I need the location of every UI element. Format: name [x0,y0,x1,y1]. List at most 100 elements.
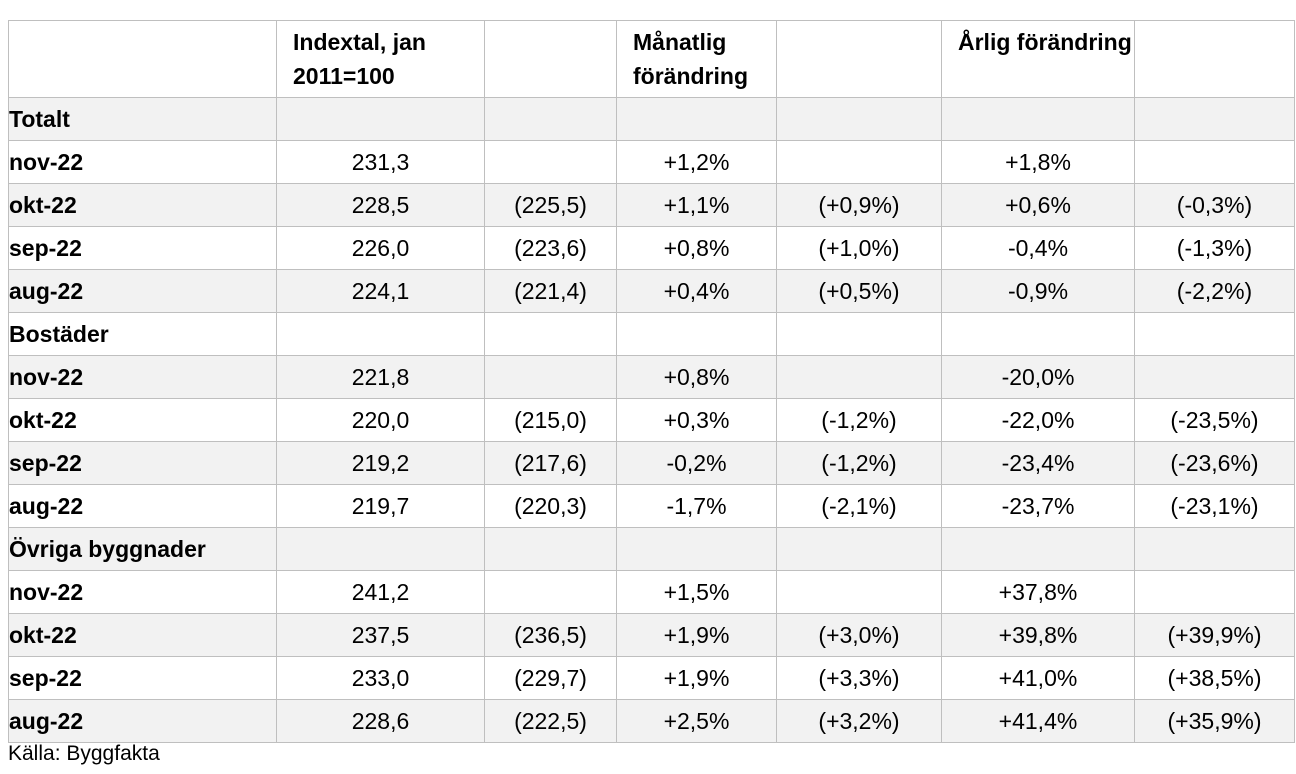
index-prev-cell: (217,6) [484,441,617,485]
period-cell: okt-22 [8,183,277,227]
monthly-prev-cell: (-1,2%) [776,398,942,442]
empty-cell [484,97,617,141]
monthly-prev-cell: (+3,2%) [776,699,942,743]
period-cell: nov-22 [8,570,277,614]
yearly-cell: +41,4% [941,699,1135,743]
yearly-cell: -23,7% [941,484,1135,528]
index-prev-cell [484,570,617,614]
monthly-prev-cell: (+3,0%) [776,613,942,657]
index-prev-cell: (223,6) [484,226,617,270]
table-row: nov-22 231,3 +1,2% +1,8% [8,140,1295,184]
yearly-prev-cell: (+38,5%) [1134,656,1295,700]
section-row: Totalt [8,97,1295,141]
empty-cell [941,312,1135,356]
index-cell: 220,0 [276,398,485,442]
empty-cell [1134,527,1295,571]
empty-cell [776,312,942,356]
yearly-prev-cell [1134,355,1295,399]
period-cell: aug-22 [8,484,277,528]
yearly-prev-cell: (-23,5%) [1134,398,1295,442]
table-row: nov-22 241,2 +1,5% +37,8% [8,570,1295,614]
yearly-prev-cell [1134,140,1295,184]
empty-cell [484,527,617,571]
index-table: Indextal, jan 2011=100 Månatlig förändri… [8,20,1295,743]
monthly-cell: +1,9% [616,613,777,657]
empty-cell [941,97,1135,141]
empty-cell [941,527,1135,571]
yearly-prev-cell: (+35,9%) [1134,699,1295,743]
period-cell: okt-22 [8,613,277,657]
monthly-prev-cell: (-1,2%) [776,441,942,485]
yearly-prev-cell: (+39,9%) [1134,613,1295,657]
table-row: aug-22 224,1 (221,4) +0,4% (+0,5%) -0,9% (-2,2… [8,269,1295,313]
header-cell-yearly-prev [1134,20,1295,98]
monthly-prev-cell: (+3,3%) [776,656,942,700]
table-row: aug-22 228,6 (222,5) +2,5% (+3,2%) +41,4% (+35… [8,699,1295,743]
monthly-cell: +0,8% [616,355,777,399]
monthly-prev-cell [776,140,942,184]
monthly-cell: +2,5% [616,699,777,743]
empty-cell [616,312,777,356]
index-cell: 221,8 [276,355,485,399]
monthly-cell: +0,4% [616,269,777,313]
monthly-cell: -1,7% [616,484,777,528]
header-cell-label [8,20,277,98]
yearly-cell: -0,4% [941,226,1135,270]
empty-cell [484,312,617,356]
monthly-cell: +1,5% [616,570,777,614]
empty-cell [276,527,485,571]
period-cell: sep-22 [8,226,277,270]
header-row: Indextal, jan 2011=100 Månatlig förändri… [8,20,1295,98]
empty-cell [1134,97,1295,141]
period-cell: okt-22 [8,398,277,442]
monthly-cell: +1,1% [616,183,777,227]
yearly-prev-cell: (-0,3%) [1134,183,1295,227]
index-cell: 219,7 [276,484,485,528]
yearly-cell: -23,4% [941,441,1135,485]
monthly-prev-cell [776,355,942,399]
table-body: Indextal, jan 2011=100 Månatlig förändri… [8,20,1295,743]
header-cell-monthly-prev [776,20,942,98]
monthly-cell: +0,8% [616,226,777,270]
empty-cell [276,312,485,356]
yearly-cell: +0,6% [941,183,1135,227]
index-cell: 228,6 [276,699,485,743]
yearly-cell: +1,8% [941,140,1135,184]
yearly-cell: +39,8% [941,613,1135,657]
empty-cell [616,527,777,571]
index-cell: 224,1 [276,269,485,313]
monthly-cell: -0,2% [616,441,777,485]
index-prev-cell: (215,0) [484,398,617,442]
table-row: aug-22 219,7 (220,3) -1,7% (-2,1%) -23,7% (-23… [8,484,1295,528]
monthly-cell: +1,9% [616,656,777,700]
period-cell: aug-22 [8,269,277,313]
index-prev-cell [484,140,617,184]
table-row: okt-22 228,5 (225,5) +1,1% (+0,9%) +0,6% (-0,3… [8,183,1295,227]
yearly-cell: +41,0% [941,656,1135,700]
yearly-prev-cell: (-2,2%) [1134,269,1295,313]
index-cell: 228,5 [276,183,485,227]
yearly-prev-cell: (-23,6%) [1134,441,1295,485]
table-row: nov-22 221,8 +0,8% -20,0% [8,355,1295,399]
empty-cell [276,97,485,141]
empty-cell [776,527,942,571]
monthly-prev-cell: (-2,1%) [776,484,942,528]
monthly-prev-cell: (+1,0%) [776,226,942,270]
index-prev-cell: (221,4) [484,269,617,313]
yearly-cell: -20,0% [941,355,1135,399]
index-cell: 226,0 [276,226,485,270]
header-cell-index-prev [484,20,617,98]
table-row: sep-22 219,2 (217,6) -0,2% (-1,2%) -23,4% (-23… [8,441,1295,485]
table-row: sep-22 226,0 (223,6) +0,8% (+1,0%) -0,4% (-1,3… [8,226,1295,270]
index-cell: 219,2 [276,441,485,485]
index-cell: 231,3 [276,140,485,184]
table-row: sep-22 233,0 (229,7) +1,9% (+3,3%) +41,0% (+38… [8,656,1295,700]
yearly-cell: -0,9% [941,269,1135,313]
table-row: okt-22 220,0 (215,0) +0,3% (-1,2%) -22,0% (-23… [8,398,1295,442]
index-cell: 241,2 [276,570,485,614]
header-cell-index: Indextal, jan 2011=100 [276,20,485,98]
empty-cell [616,97,777,141]
index-prev-cell: (225,5) [484,183,617,227]
index-prev-cell: (236,5) [484,613,617,657]
index-prev-cell [484,355,617,399]
